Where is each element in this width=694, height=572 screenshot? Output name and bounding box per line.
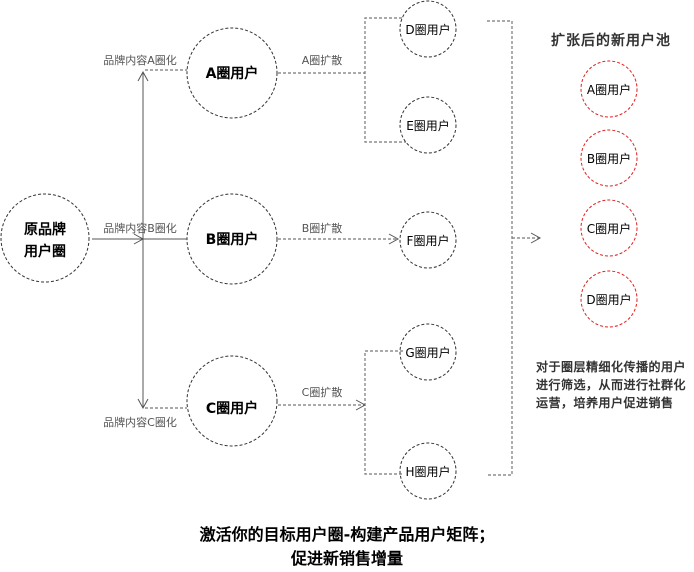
node-h-circle bbox=[399, 442, 457, 500]
pool-a-label: A圈用户 bbox=[587, 82, 631, 97]
node-d-circle bbox=[399, 0, 457, 58]
spread-label-a: A圈扩散 bbox=[302, 53, 343, 67]
spread-label-b: B圈扩散 bbox=[302, 221, 343, 235]
content-label-b: 品牌内容B圈化 bbox=[103, 221, 177, 235]
node-e-label: E圈用户 bbox=[406, 118, 450, 133]
footer-line-1: 激活你的目标用户圈-构建产品用户矩阵； bbox=[199, 525, 495, 544]
gh-bracket bbox=[364, 350, 403, 475]
pool-c-circle bbox=[580, 199, 638, 257]
node-c-circle bbox=[186, 355, 278, 447]
node-a-label: A圈用户 bbox=[206, 65, 259, 82]
footer-line-2: 促进新销售增量 bbox=[290, 549, 403, 568]
pool-title: 扩张后的新用户池 bbox=[551, 33, 671, 49]
node-e-circle bbox=[399, 96, 457, 154]
pool-a-circle bbox=[580, 60, 638, 118]
source-circle bbox=[0, 193, 90, 283]
node-h-label: H圈用户 bbox=[405, 464, 450, 479]
node-d-label: D圈用户 bbox=[405, 22, 450, 37]
node-b-label: B圈用户 bbox=[206, 231, 259, 248]
pool-bracket bbox=[487, 20, 513, 476]
pool-c-label: C圈用户 bbox=[587, 221, 631, 236]
node-g-circle bbox=[399, 323, 457, 381]
pool-d-circle bbox=[580, 270, 638, 328]
node-f-label: F圈用户 bbox=[407, 233, 450, 248]
source-label-line1: 原品牌 bbox=[24, 221, 66, 238]
footer-title: 激活你的目标用户圈-构建产品用户矩阵； 促进新销售增量 bbox=[0, 523, 694, 571]
de-bracket bbox=[364, 17, 406, 143]
pool-d-label: D圈用户 bbox=[586, 292, 631, 307]
node-a-circle bbox=[186, 27, 278, 119]
content-label-a: 品牌内容A圈化 bbox=[103, 53, 177, 67]
pool-b-label: B圈用户 bbox=[587, 151, 631, 166]
pool-b-circle bbox=[580, 129, 638, 187]
node-c-label: C圈用户 bbox=[206, 400, 258, 417]
content-label-c: 品牌内容C圈化 bbox=[103, 415, 177, 429]
source-label-line2: 用户圈 bbox=[24, 243, 66, 260]
node-g-label: G圈用户 bbox=[405, 345, 450, 360]
node-f-circle bbox=[399, 211, 457, 269]
pool-description: 对于圈层精细化传播的用户进行筛选，从而进行社群化运营，培养用户促进销售 bbox=[536, 360, 687, 410]
spread-label-c: C圈扩散 bbox=[302, 385, 343, 399]
